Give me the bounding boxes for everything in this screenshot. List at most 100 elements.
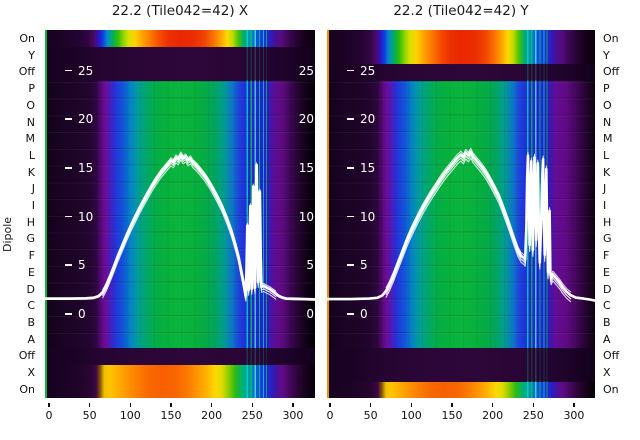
right-dipole-axis: On Y Off P O N M L K J I H G F E D C B A Off X On — [603, 33, 639, 395]
amplitude-tick: 5 — [65, 258, 93, 272]
amplitude-axis-left: 25 20 15 10 5 0 — [65, 64, 93, 322]
left-dipole-axis: On Y Off P O N M L K J I H G F E D C B A Off X On — [0, 33, 40, 395]
dipole-tick-label: On — [603, 32, 619, 45]
amplitude-axis-left: 25 20 15 10 5 0 — [347, 64, 375, 322]
dipole-tick-label: N — [603, 115, 612, 129]
amplitude-tick: 20 — [347, 112, 375, 126]
amplitude-tick: 25 — [347, 64, 375, 78]
dipole-tick-label: G — [603, 232, 612, 246]
heatmap-panel-y: 25 20 15 10 5 0 — [327, 30, 595, 398]
amplitude-tick: 15 — [65, 161, 93, 175]
dipole-tick-label: Y — [28, 48, 35, 62]
rfi-stripes — [45, 30, 315, 398]
tick-dash — [65, 264, 72, 267]
dipole-tick-label: K — [603, 165, 611, 179]
x-tick-label: 250 — [522, 409, 544, 422]
dipole-tick-label: L — [603, 148, 610, 162]
tick-dash — [347, 167, 354, 169]
first-channel-line — [327, 30, 329, 398]
amplitude-tick: 10 — [298, 209, 314, 224]
dipole-tick-label: E — [28, 265, 35, 279]
dipole-tick-label: B — [603, 315, 611, 329]
x-tick-label: 50 — [363, 409, 378, 422]
amplitude-tick: 5 — [306, 258, 314, 273]
dipole-tick-label: A — [27, 332, 35, 346]
dipole-tick-label: D — [26, 282, 35, 296]
amplitude-tick: 25 — [65, 64, 93, 78]
x-tick-mark — [129, 403, 132, 407]
dipole-tick-label: X — [27, 366, 35, 380]
x-tick: 100 — [110, 403, 150, 422]
x-tick-mark — [48, 403, 50, 407]
dipole-tick-label: P — [603, 82, 610, 96]
x-tick: 100 — [391, 403, 431, 422]
tick-dash — [65, 215, 72, 218]
x-tick: 150 — [432, 403, 472, 422]
x-tick-label: 100 — [400, 409, 422, 422]
x-tick-label: 200 — [482, 409, 504, 422]
dipole-tick-label: On — [19, 382, 35, 396]
x-tick-label: 100 — [119, 409, 141, 422]
dipole-tick-label: M — [603, 132, 613, 146]
x-axis-right-panel: 0 50 100 150 200 250 300 — [310, 403, 594, 422]
tick-dash — [65, 69, 72, 72]
x-tick-label: 250 — [241, 409, 263, 422]
amplitude-tick: 15 — [298, 160, 314, 175]
dipole-tick-label: C — [603, 299, 611, 313]
dipole-tick-label: A — [603, 332, 611, 346]
x-tick-label: 200 — [201, 409, 223, 422]
x-tick: 150 — [151, 403, 191, 422]
x-tick-label: 0 — [45, 409, 53, 422]
first-channel-line — [45, 30, 47, 398]
amplitude-tick: 0 — [306, 306, 314, 321]
dipole-tick-label: K — [27, 165, 35, 179]
panel-y-title: 22.2 (Tile042=42) Y — [393, 3, 529, 19]
x-tick-label: 300 — [563, 409, 585, 422]
x-tick-mark — [369, 403, 372, 407]
x-tick-mark — [573, 403, 575, 407]
dipole-tick-label: H — [603, 215, 612, 229]
x-tick: 250 — [513, 403, 553, 422]
dipole-tick-label: Y — [603, 48, 610, 62]
dipole-tick-label: Off — [603, 65, 620, 79]
x-tick: 300 — [554, 403, 594, 422]
amplitude-tick: 10 — [347, 210, 375, 224]
dipole-tick-label: H — [26, 215, 35, 229]
x-tick-mark — [329, 403, 331, 407]
dipole-tick-label: Off — [603, 349, 620, 363]
dipole-tick-label: Off — [18, 349, 35, 363]
x-tick-mark — [170, 403, 172, 407]
tick-dash — [347, 264, 354, 267]
dipole-tick-label: F — [28, 249, 35, 263]
tick-dash — [347, 118, 354, 121]
x-tick: 50 — [70, 403, 110, 422]
dipole-tick-label: I — [603, 199, 607, 213]
bandpass-curve-y — [327, 147, 595, 303]
heatmap-panel-x: 25 20 15 10 5 0 25 20 15 10 5 0 — [45, 30, 315, 398]
dipole-tick-label: B — [27, 315, 35, 329]
x-tick-mark — [451, 403, 453, 407]
amplitude-tick: 20 — [65, 112, 93, 126]
dipole-tick-label: G — [26, 232, 35, 246]
dipole-tick-label: F — [603, 249, 610, 263]
dipole-tick-label: X — [603, 366, 611, 380]
x-tick-mark — [532, 403, 535, 407]
x-axis-left-panel: 0 50 100 150 200 250 300 — [29, 403, 313, 422]
x-tick: 0 — [310, 403, 350, 422]
amplitude-tick: 25 — [298, 63, 314, 78]
dipole-tick-label: N — [26, 115, 35, 129]
panel-x-title: 22.2 (Tile042=42) X — [111, 3, 249, 19]
tick-dash — [65, 313, 72, 315]
dipole-tick-label: O — [603, 98, 612, 112]
tick-dash — [347, 69, 354, 72]
bandpass-curve-x — [45, 151, 315, 302]
dipole-tick-label: J — [31, 182, 35, 196]
x-tick-label: 150 — [160, 409, 182, 422]
amplitude-tick: 5 — [347, 258, 375, 272]
x-tick: 300 — [273, 403, 313, 422]
x-tick: 250 — [232, 403, 272, 422]
x-tick-label: 300 — [282, 409, 304, 422]
x-tick-mark — [251, 403, 254, 407]
dipole-tick-label: L — [28, 148, 35, 162]
